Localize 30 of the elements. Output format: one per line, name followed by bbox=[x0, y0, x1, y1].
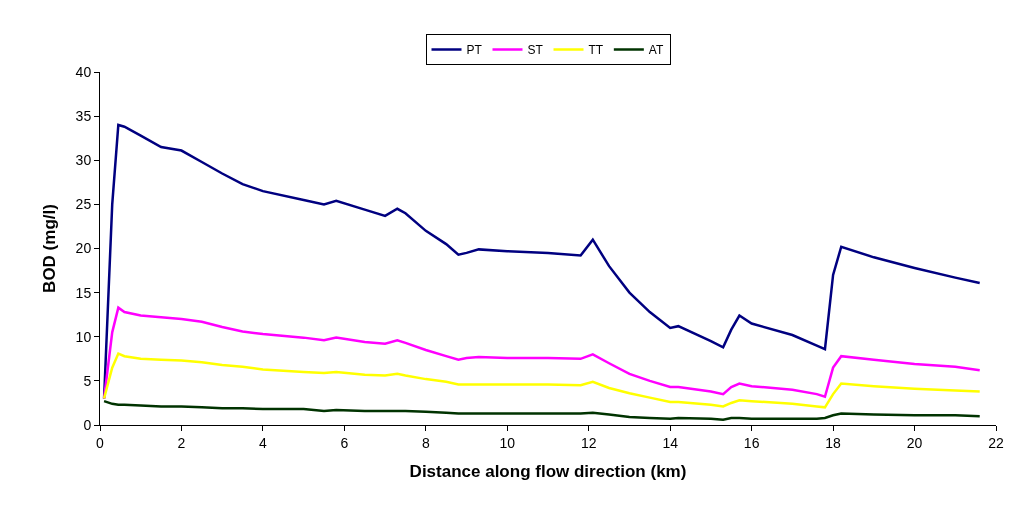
y-axis-title: BOD (mg/l) bbox=[40, 204, 60, 293]
x-tick-label: 22 bbox=[988, 434, 1004, 451]
x-tick-label: 18 bbox=[825, 434, 842, 451]
y-tick-label: 35 bbox=[75, 108, 92, 125]
x-tick-label: 2 bbox=[177, 434, 186, 451]
y-tick-label: 40 bbox=[75, 63, 92, 80]
y-tick-label: 25 bbox=[75, 196, 92, 213]
x-tick-label: 16 bbox=[743, 434, 760, 451]
legend-label: PT bbox=[466, 43, 483, 58]
x-tick-label: 4 bbox=[259, 434, 268, 451]
x-tick-label: 6 bbox=[340, 434, 349, 451]
legend-label: ST bbox=[527, 43, 544, 58]
y-tick-label: 20 bbox=[75, 240, 92, 257]
x-tick-label: 10 bbox=[499, 434, 516, 451]
x-tick-label: 0 bbox=[96, 434, 105, 451]
x-tick-label: 14 bbox=[662, 434, 679, 451]
y-tick-label: 15 bbox=[75, 284, 92, 301]
line-series bbox=[102, 352, 981, 409]
y-tick-label: 0 bbox=[83, 416, 92, 433]
x-tick-label: 20 bbox=[906, 434, 923, 451]
line-series bbox=[102, 399, 981, 421]
x-tick-label: 8 bbox=[421, 434, 430, 451]
y-tick-label: 30 bbox=[75, 152, 92, 169]
line-series bbox=[102, 306, 981, 400]
y-tick-label: 10 bbox=[75, 328, 92, 345]
legend-label: AT bbox=[648, 43, 664, 58]
x-axis-title: Distance along flow direction (km) bbox=[409, 462, 687, 482]
x-tick-label: 12 bbox=[580, 434, 597, 451]
y-tick-label: 5 bbox=[83, 372, 92, 389]
legend-label: TT bbox=[588, 43, 604, 58]
